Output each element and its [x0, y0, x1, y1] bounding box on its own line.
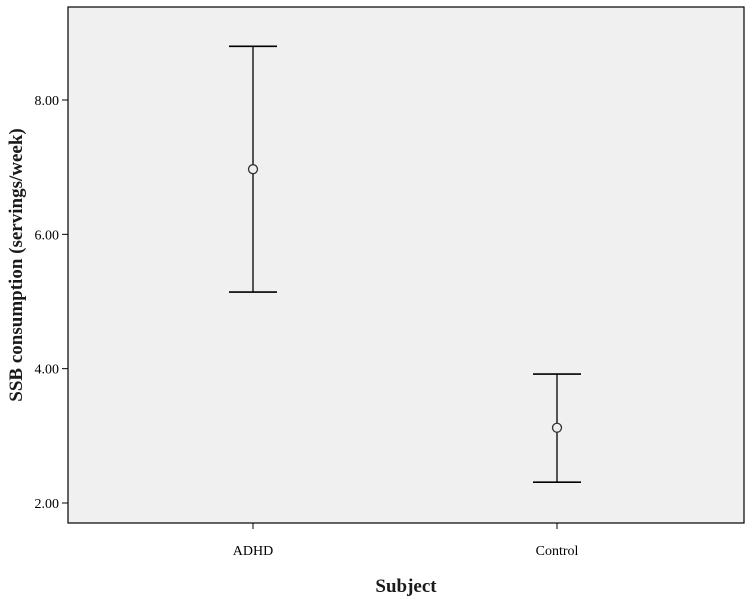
x-axis-title: Subject	[375, 576, 437, 597]
mean-point	[247, 164, 259, 175]
x-tick-label: ADHD	[233, 544, 273, 559]
y-axis-title: SSB consumption (servings/week)	[6, 128, 27, 401]
x-axis-ticks: ADHD Control	[233, 523, 579, 559]
y-tick-label: 4.00	[35, 363, 60, 378]
x-tick-label: Control	[536, 544, 579, 559]
mean-point	[551, 422, 563, 433]
y-tick-label: 6.00	[35, 228, 60, 243]
y-tick-label: 2.00	[35, 497, 60, 512]
plot-area	[67, 6, 745, 524]
y-tick-label: 8.00	[35, 94, 60, 109]
y-axis-ticks: 2.00 4.00 6.00 8.00	[35, 94, 68, 512]
error-bars	[229, 45, 581, 483]
